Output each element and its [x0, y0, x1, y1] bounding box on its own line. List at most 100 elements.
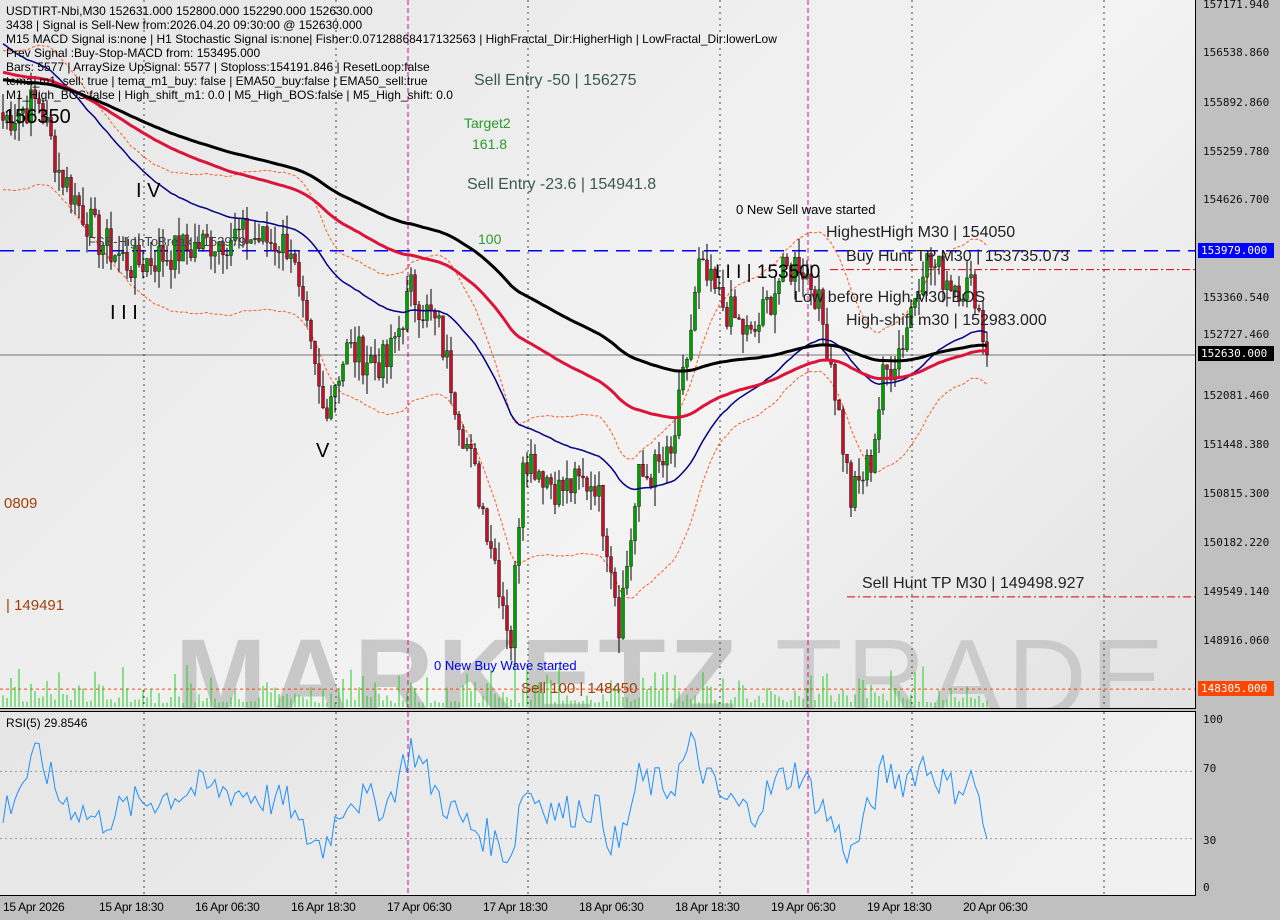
price-chart[interactable]: MARKETZ TRADE USDTIRT-Nbi,M30 152631.000… [0, 0, 1196, 709]
candle [501, 596, 505, 606]
candle [653, 454, 657, 488]
candle [353, 342, 357, 363]
annotation: Sell Entry -23.6 | 154941.8 [467, 176, 657, 193]
candle [949, 280, 953, 291]
candle [457, 414, 461, 430]
candle [373, 355, 377, 363]
candle [869, 455, 873, 473]
candle [801, 272, 805, 280]
candle [665, 446, 669, 466]
candle [617, 597, 621, 639]
annotation: Low before High M30-BOS [794, 289, 986, 306]
candle [809, 273, 813, 290]
candle [173, 235, 177, 270]
rsi-tick: 100 [1203, 713, 1223, 726]
candle [741, 318, 745, 335]
candle [85, 224, 89, 237]
candle [553, 484, 557, 505]
x-tick: 15 Apr 2026 [3, 900, 65, 914]
candle [425, 304, 429, 321]
candle [693, 291, 697, 331]
candle [81, 205, 85, 225]
candle [593, 486, 597, 497]
candle [861, 479, 865, 482]
candle [325, 407, 329, 419]
y-tick: 150815.300 [1203, 487, 1270, 500]
candle [825, 324, 829, 361]
annotation: Buy Hunt TP M30 | 153735.073 [846, 248, 1070, 265]
candle [345, 342, 349, 365]
candle [885, 364, 889, 370]
candle [321, 386, 325, 409]
candle [765, 296, 769, 300]
candle [137, 244, 141, 265]
price-plot [0, 0, 1195, 708]
candle [381, 344, 385, 379]
candle [45, 116, 49, 123]
candle [789, 265, 793, 282]
candle [37, 98, 41, 104]
candle [293, 253, 297, 263]
candle [313, 340, 317, 364]
candle [129, 270, 133, 278]
candle [541, 471, 545, 488]
candle [581, 475, 585, 479]
candle [757, 324, 761, 332]
info-line: M15 MACD Signal is:none | H1 Stochastic … [6, 32, 777, 46]
band-line [2, 44, 988, 461]
candle [393, 336, 397, 339]
candle [681, 366, 685, 391]
candle [461, 429, 465, 449]
candle [409, 274, 413, 292]
candle [933, 266, 937, 268]
candle [397, 328, 401, 337]
candle [245, 217, 249, 244]
candle [705, 259, 709, 281]
candle [97, 214, 101, 255]
candle [285, 233, 289, 259]
candle [389, 337, 393, 367]
rsi-plot [0, 712, 1195, 895]
candle [73, 195, 77, 205]
candle [153, 265, 157, 272]
x-tick: 17 Apr 06:30 [387, 900, 452, 914]
annotation: 100 [478, 231, 502, 247]
candle [893, 368, 897, 381]
candle [133, 244, 137, 278]
candle [117, 253, 121, 256]
annotation: 0 New Buy Wave started [434, 658, 577, 673]
rsi-pane[interactable]: RSI(5) 29.8546 [0, 711, 1196, 896]
candle [125, 251, 129, 271]
annotation: Sell Entry -50 | 156275 [474, 72, 637, 89]
y-tick: 149549.140 [1203, 585, 1270, 598]
candle [349, 342, 353, 344]
candle [793, 256, 797, 282]
x-tick: 20 Apr 06:30 [963, 900, 1028, 914]
info-line: Bars: 5577 | ArraySize UpSignal: 5577 | … [6, 60, 430, 74]
candle [477, 463, 481, 507]
candle [857, 476, 861, 481]
candle [521, 462, 525, 528]
candle [737, 317, 741, 320]
y-tick: 156538.860 [1203, 46, 1270, 59]
candle [181, 234, 185, 262]
candle [233, 228, 237, 241]
candle [689, 329, 693, 360]
candle [21, 108, 25, 114]
candle [669, 446, 673, 454]
candle [533, 453, 537, 480]
candle [917, 294, 921, 299]
candle [265, 226, 269, 243]
annotation: 0809 [4, 495, 38, 512]
candle [549, 477, 553, 485]
candle [441, 315, 445, 358]
candle [685, 359, 689, 368]
candle [973, 274, 977, 309]
candle [701, 258, 705, 261]
candle [853, 476, 857, 508]
annotation: Sell 100 | 148450 [521, 680, 638, 697]
candle [981, 310, 985, 343]
candle [929, 253, 933, 268]
candle [629, 540, 633, 567]
candle [261, 226, 265, 242]
